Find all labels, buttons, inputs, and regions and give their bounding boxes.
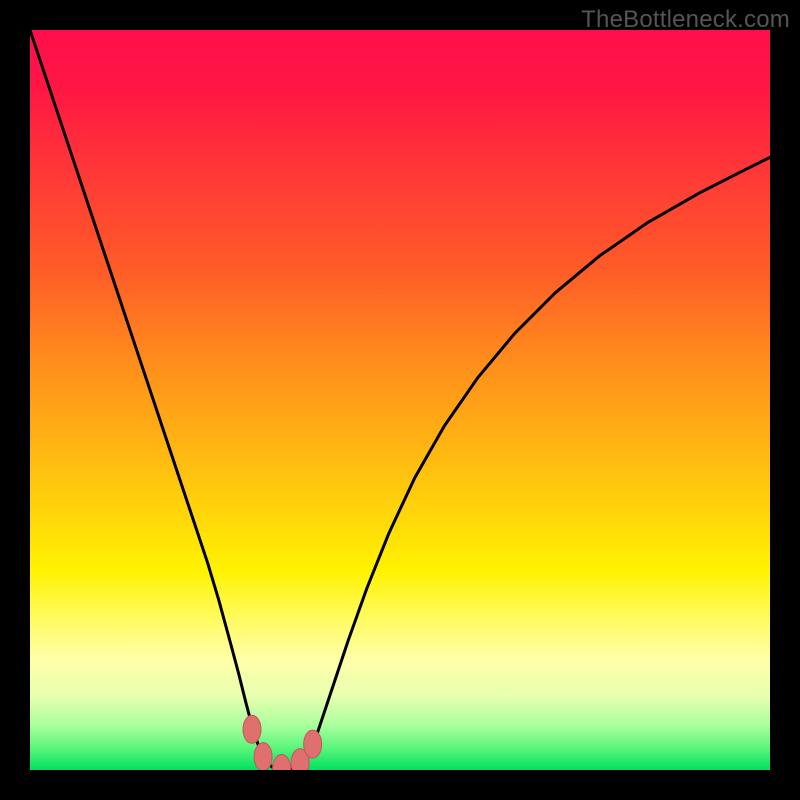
chart-plot-area: [30, 30, 770, 770]
curve-marker: [304, 730, 322, 758]
watermark-text: TheBottleneck.com: [581, 6, 790, 34]
curve-markers: [243, 715, 322, 770]
curve-marker: [243, 715, 261, 743]
bottleneck-curve: [30, 30, 770, 770]
chart-curve-layer: [30, 30, 770, 770]
curve-marker: [273, 755, 291, 770]
curve-marker: [254, 743, 272, 770]
